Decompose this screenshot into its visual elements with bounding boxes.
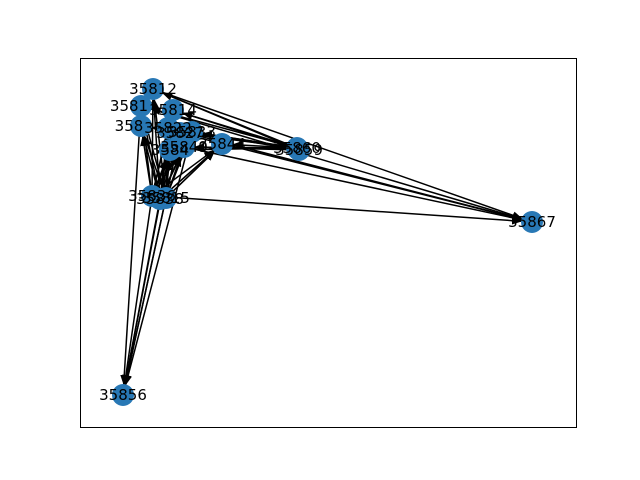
node-label-35844: 35844	[198, 135, 246, 153]
node-label-35867: 35867	[508, 213, 556, 231]
node-label-35860: 35860	[273, 139, 321, 157]
node-label-35812: 35812	[129, 80, 177, 98]
edge-n_35859-to-n_35812	[162, 92, 300, 151]
node-label-35827: 35827	[156, 124, 204, 142]
node-label-35856: 35856	[99, 386, 147, 404]
edge-n_hub_3-to-n_35844	[165, 150, 215, 199]
edges-layer	[120, 88, 523, 386]
node-35849	[173, 136, 195, 158]
node-label-358: 358	[115, 117, 144, 135]
node-35859	[288, 139, 310, 161]
edge-n_cluster_b-to-n_35856	[123, 132, 181, 386]
edge-n_3581x-to-n_35867	[140, 105, 523, 221]
node-35812	[142, 78, 164, 100]
edge-n_3581x-to-n_35856	[120, 105, 142, 386]
node-35856	[112, 384, 134, 406]
node-label-35859: 35859	[275, 141, 323, 159]
edge-n_35859-to-n_35814	[182, 112, 300, 151]
node-3581	[130, 95, 152, 117]
node-label-35849: 35849	[160, 138, 208, 156]
edge-n_3584x-to-n_35856	[122, 149, 171, 386]
node-35867	[521, 211, 543, 233]
node-label-35836: 35836	[128, 187, 176, 205]
node-label-35814: 35814	[149, 101, 197, 119]
edge-n_35849-to-n_35867	[183, 146, 523, 222]
node-label-35822: 35822	[144, 119, 192, 137]
node-358	[130, 115, 152, 137]
edge-n_hub_1-to-n_35856	[121, 195, 153, 386]
node-label-35833: 35833	[168, 123, 216, 141]
node-35844	[211, 133, 233, 155]
nodes-layer	[112, 78, 543, 406]
node-35815	[155, 187, 177, 209]
node-label-3584: 3584	[151, 141, 189, 159]
edge-n_cluster_b-to-n_35867	[179, 132, 523, 221]
plot-frame	[80, 58, 577, 428]
node-35814	[162, 99, 184, 121]
node-label-35815: 35815	[142, 189, 190, 207]
edge-n_cluster_c-to-n_35856	[124, 131, 193, 386]
node-label-35838: 35838	[136, 190, 184, 208]
edge-n_hub_2-to-n_35812	[150, 98, 161, 200]
node-label-3581: 3581	[110, 97, 148, 115]
edge-n_hub_1-to-n_35867	[151, 195, 523, 225]
edge-n_35812-to-n_35867	[152, 88, 523, 220]
